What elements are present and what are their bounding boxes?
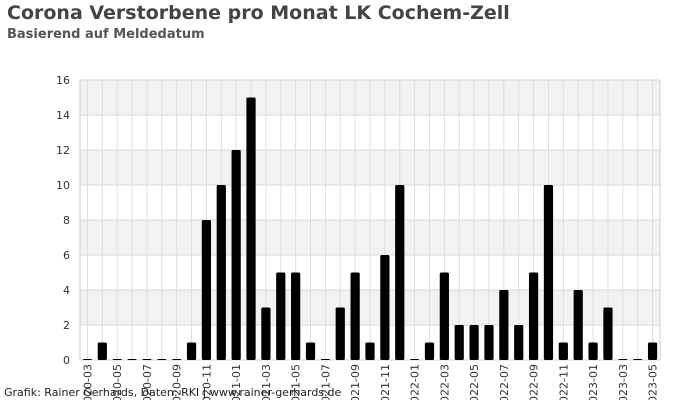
x-tick-label: 2020-05 [111,364,124,400]
chart-title: Corona Verstorbene pro Monat LK Cochem-Z… [7,2,510,24]
x-tick-label: 2021-11 [379,364,392,400]
x-tick-label: 2022-03 [438,364,451,400]
bar [603,307,613,360]
bar [380,255,390,360]
bar [633,359,643,360]
bar [291,272,301,360]
x-tick-label: 2023-03 [617,364,630,400]
y-tick-label: 12 [56,144,70,157]
bar [573,290,583,360]
x-tick-label: 2021-01 [230,364,243,400]
bar [186,342,197,360]
bar [112,359,122,360]
chart-subtitle: Basierend auf Meldedatum [7,27,205,42]
bar [424,342,435,360]
bar [320,359,330,360]
x-tick-label: 2020-09 [171,364,184,400]
bar [82,359,93,360]
x-tick-label: 2022-01 [409,364,422,400]
bar [514,325,524,360]
x-tick-label: 2022-05 [468,364,481,400]
x-tick-label: 2021-03 [260,364,273,400]
bar [365,342,375,360]
x-tick-label: 2022-11 [557,364,570,400]
bar [528,272,539,360]
y-tick-label: 4 [63,284,70,297]
x-tick-label: 2023-01 [587,364,600,400]
bar [246,97,256,360]
bar [395,185,405,360]
x-tick-label: 2023-05 [647,364,660,400]
y-tick-label: 0 [63,354,70,367]
bar [276,272,286,360]
bar [410,359,420,360]
x-tick-label: 2022-09 [528,364,541,400]
bar [543,185,554,360]
bar [231,150,241,360]
bar [588,342,598,360]
bar [350,272,360,360]
bar [127,359,137,360]
bar [261,307,271,360]
bar [647,342,658,360]
y-tick-label: 8 [63,214,70,227]
y-tick-label: 16 [56,74,70,87]
bar [499,290,509,360]
bar [454,325,464,360]
bar [142,359,152,360]
x-tick-label: 2021-05 [290,364,303,400]
x-tick-label: 2022-07 [498,364,511,400]
bar [618,359,628,360]
bar [97,342,107,360]
x-tick-label: 2020-03 [81,364,94,400]
x-tick-label: 2020-11 [200,364,213,400]
x-tick-label: 2020-07 [141,364,154,400]
bar [439,272,449,360]
y-tick-label: 14 [56,109,70,122]
bar [335,307,345,360]
bar [201,220,212,360]
y-tick-label: 6 [63,249,70,262]
x-tick-label: 2021-09 [349,364,362,400]
y-tick-label: 10 [56,179,70,192]
y-tick-label: 2 [63,319,70,332]
chart-credit: Grafik: Rainer Gerhards, Daten: RKI | ww… [4,386,342,399]
bar [172,359,182,360]
bar [484,325,494,360]
bar [469,325,479,360]
x-tick-label: 2021-07 [319,364,332,400]
bar [558,342,568,360]
bar [216,185,226,360]
bar [305,342,316,360]
bar [157,359,167,360]
